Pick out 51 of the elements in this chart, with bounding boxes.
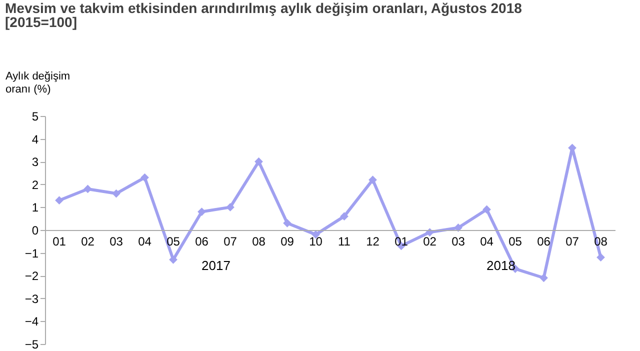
y-tick-label: −4 [24,314,39,329]
x-tick-label: 12 [366,234,380,248]
x-tick-label: 02 [423,234,437,248]
x-tick-label: 07 [224,234,238,248]
x-tick-label: 08 [252,234,266,248]
y-tick-label: 3 [32,155,39,170]
point [540,274,548,282]
chart-subtitle: [2015=100] [5,14,78,30]
point [198,208,206,216]
point [454,224,462,232]
y-tick-label: 5 [32,110,39,124]
x-tick-label: 02 [81,234,95,248]
point [340,212,348,221]
x-tick-label: 01 [394,234,408,248]
x-tick-label: 09 [280,234,294,248]
y-tick-label: 0 [32,224,39,238]
point [112,189,120,198]
x-tick-label: 04 [138,234,152,248]
x-tick-label: 11 [338,234,351,248]
point [55,196,64,205]
y-axis-title: Aylık değişim oranı (%) [6,70,70,96]
point [283,218,292,228]
point [482,205,491,214]
point [368,176,377,184]
point [596,253,605,262]
x-tick-label: 01 [52,234,66,248]
x-tick-label: 06 [195,234,209,248]
point [84,184,92,194]
point [254,157,263,166]
point [226,203,234,212]
x-tick-label: 04 [480,234,494,248]
point [140,173,149,182]
annotation: 2017 [202,258,230,273]
x-tick-label: 10 [309,234,323,248]
x-tick-label: 06 [537,234,551,248]
y-tick-label: 2 [32,178,39,192]
y-tick-label: −1 [24,246,39,260]
y-tick-label: 4 [32,132,39,146]
x-tick-label: 05 [166,234,180,248]
x-tick-label: 07 [566,234,580,248]
y-tick-label: −2 [24,269,39,284]
x-tick-label: 03 [110,234,124,248]
y-tick-label: −3 [24,292,39,306]
x-tick-label: 08 [594,234,608,248]
y-tick-label: −5 [24,338,39,351]
annotation: 2018 [486,258,516,273]
point [169,255,178,264]
chart-title: Mevsim ve takvim etkisinden arındırılmış aylık değişim oranları, Ağustos 2018 [5,0,522,16]
x-tick-label: 03 [452,234,466,248]
y-tick-label: 1 [32,200,39,215]
x-tick-label: 05 [508,234,522,248]
